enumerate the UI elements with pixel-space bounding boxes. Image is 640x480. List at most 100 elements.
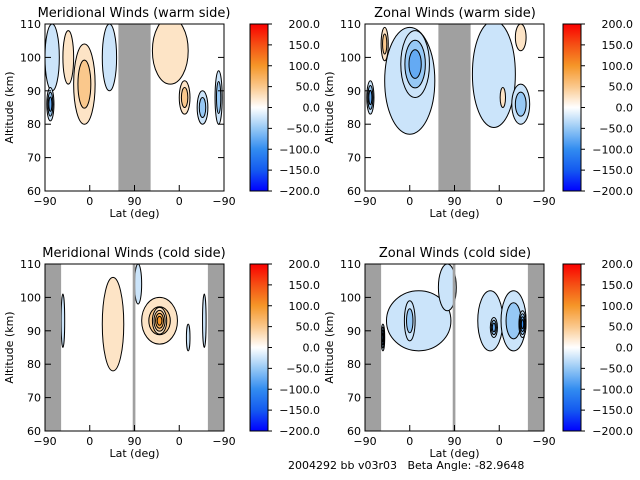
y-tick-label: 70 xyxy=(27,152,41,165)
panel-title: Meridional Winds (cold side) xyxy=(42,246,225,261)
colorbar-tick-label: 100.0 xyxy=(602,60,634,73)
contour-level xyxy=(101,276,125,372)
colorbar-tick-label: 100.0 xyxy=(602,300,634,313)
colorbar-tick-label: 150.0 xyxy=(602,279,634,292)
colorbar-tick-label: −150.0 xyxy=(592,404,633,417)
panel-2: Meridional Winds (cold side) 60 70 80 90 100 1… xyxy=(3,246,320,460)
y-tick-label: 90 xyxy=(27,85,41,98)
colorbar-tick-label: −100.0 xyxy=(592,383,633,396)
contour-level xyxy=(514,91,527,117)
panel-title: Zonal Winds (warm side) xyxy=(374,6,536,21)
contour-level xyxy=(77,59,92,109)
colorbar-tick-label: 50.0 xyxy=(296,321,321,334)
colorbar-tick-label: 0.0 xyxy=(303,102,321,115)
colorbar-tick-label: 100.0 xyxy=(289,300,321,313)
colorbar-tick-label: −50.0 xyxy=(599,362,633,375)
panel-3: Zonal Winds (cold side) 60 70 80 90 100 110 −90… xyxy=(323,246,633,460)
x-axis-label: Lat (deg) xyxy=(110,207,160,220)
data-gap xyxy=(365,264,382,431)
colorbar-tick-label: −200.0 xyxy=(592,425,633,438)
x-tick-label: 0 xyxy=(496,435,503,448)
contour-level xyxy=(368,89,373,106)
x-tick-label: −90 xyxy=(532,195,555,208)
contour-level xyxy=(514,24,527,52)
panel-title: Zonal Winds (cold side) xyxy=(379,246,531,261)
y-tick-label: 80 xyxy=(27,118,41,131)
y-tick-label: 70 xyxy=(347,152,361,165)
x-tick-label: −90 xyxy=(212,435,235,448)
x-axis-label: Lat (deg) xyxy=(110,447,160,460)
colorbar-tick-label: −50.0 xyxy=(286,122,320,135)
colorbar-tick-label: 200.0 xyxy=(602,258,634,271)
x-tick-label: 0 xyxy=(86,195,93,208)
y-axis-label: Altitude (km) xyxy=(323,71,336,143)
x-tick-label: −90 xyxy=(212,195,235,208)
contour-level xyxy=(408,49,422,79)
colorbar-tick-label: −150.0 xyxy=(279,404,320,417)
colorbar-tick-label: 0.0 xyxy=(616,102,634,115)
x-tick-label: −90 xyxy=(353,195,376,208)
colorbar-tick-label: 50.0 xyxy=(609,81,634,94)
data-gap xyxy=(207,264,224,431)
panel-title: Meridional Winds (warm side) xyxy=(38,6,231,21)
colorbar-tick-label: 200.0 xyxy=(289,18,321,31)
colorbar-tick-label: 200.0 xyxy=(602,18,634,31)
colorbar-tick-label: −100.0 xyxy=(279,383,320,396)
y-tick-label: 60 xyxy=(347,185,361,198)
x-tick-label: 0 xyxy=(406,435,413,448)
colorbar xyxy=(562,263,582,432)
data-gap xyxy=(132,264,136,431)
contour-level xyxy=(437,264,457,312)
contour-level xyxy=(198,96,207,119)
contour-level xyxy=(477,290,504,352)
colorbar-tick-label: −150.0 xyxy=(279,164,320,177)
contour-field xyxy=(45,24,223,125)
footer-beta-label: Beta Angle: xyxy=(407,459,472,472)
y-tick-label: 60 xyxy=(27,425,41,438)
contour-level xyxy=(385,290,452,352)
colorbar-tick-label: 50.0 xyxy=(296,81,321,94)
y-tick-label: 70 xyxy=(347,392,361,405)
panel-1: Zonal Winds (warm side) 60 70 80 90 100 110 −90… xyxy=(323,6,633,220)
colorbar xyxy=(249,263,269,432)
data-gap xyxy=(527,264,544,431)
contour-level xyxy=(499,86,507,109)
colorbar-tick-label: −200.0 xyxy=(279,185,320,198)
x-tick-label: 0 xyxy=(176,195,183,208)
x-tick-label: −90 xyxy=(33,435,56,448)
x-tick-label: −90 xyxy=(353,435,376,448)
y-tick-label: 60 xyxy=(27,185,41,198)
contour-level xyxy=(406,308,414,334)
panel-0: Meridional Winds (warm side) 60 70 80 90 100 1… xyxy=(3,6,320,220)
contour-level xyxy=(180,86,189,109)
colorbar-tick-label: 0.0 xyxy=(303,342,321,355)
data-gap xyxy=(118,24,151,191)
contour-field xyxy=(366,24,531,135)
colorbar-tick-label: −100.0 xyxy=(279,143,320,156)
colorbar-tick-label: −50.0 xyxy=(286,362,320,375)
contour-level xyxy=(134,264,143,305)
contour-level xyxy=(471,24,516,129)
colorbar-tick-label: −150.0 xyxy=(592,164,633,177)
colorbar xyxy=(562,23,582,192)
x-tick-label: 90 xyxy=(448,435,462,448)
y-tick-label: 80 xyxy=(347,358,361,371)
y-tick-label: 100 xyxy=(20,291,41,304)
colorbar-tick-label: −200.0 xyxy=(592,185,633,198)
y-tick-label: 70 xyxy=(27,392,41,405)
y-tick-label: 90 xyxy=(347,325,361,338)
x-tick-label: −90 xyxy=(33,195,56,208)
x-tick-label: 90 xyxy=(128,435,142,448)
y-tick-label: 60 xyxy=(347,425,361,438)
contour-level xyxy=(202,293,207,348)
y-tick-label: 90 xyxy=(27,325,41,338)
colorbar-tick-label: 150.0 xyxy=(289,39,321,52)
x-tick-label: 90 xyxy=(448,195,462,208)
y-tick-label: 110 xyxy=(340,258,361,271)
colorbar-tick-label: 150.0 xyxy=(289,279,321,292)
contour-level xyxy=(520,319,525,330)
y-tick-label: 110 xyxy=(20,18,41,31)
contour-level xyxy=(151,24,189,85)
